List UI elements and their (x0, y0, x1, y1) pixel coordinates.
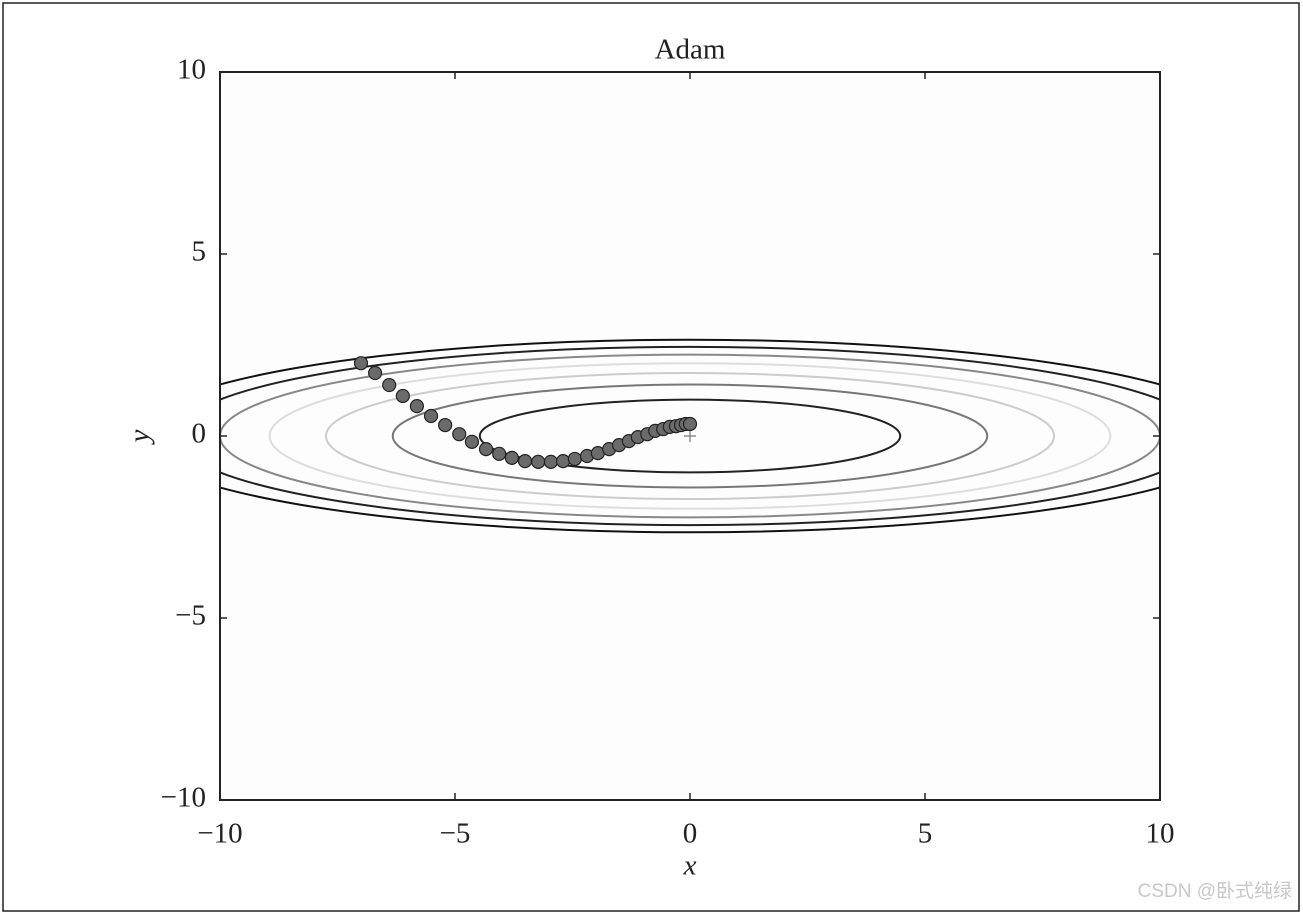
path-point (464, 434, 480, 449)
x-tick-label: −5 (440, 818, 471, 850)
chart-title: Adam (655, 34, 726, 66)
y-tick-label: −5 (175, 600, 206, 632)
contour-line (220, 338, 1160, 534)
y-axis-label: y (124, 429, 156, 445)
path-point (452, 427, 467, 442)
path-point (395, 388, 410, 404)
path-point (567, 451, 582, 467)
path-point (504, 450, 519, 465)
contours (220, 338, 1160, 534)
path-point (353, 356, 369, 371)
x-tick-label: 10 (1146, 818, 1175, 850)
contour-line (391, 383, 989, 489)
path-point (409, 399, 425, 414)
x-axis-label: x (683, 850, 697, 882)
path-point (423, 408, 439, 424)
watermark: CSDN @卧式纯绿 (1138, 880, 1292, 902)
contour-line (478, 398, 902, 474)
path-point (438, 417, 453, 433)
contour-line (220, 353, 1160, 519)
y-tick-label: 0 (192, 418, 207, 450)
path-point (368, 365, 383, 381)
path-point (555, 454, 571, 469)
path-point (531, 454, 546, 469)
contour-line (268, 362, 1112, 510)
contour-line (220, 345, 1160, 527)
path-point (478, 442, 494, 457)
path-point (382, 377, 397, 393)
contour-line (324, 371, 1056, 501)
path-point (682, 416, 698, 432)
x-tick-label: −10 (197, 818, 242, 850)
y-tick-label: 10 (177, 54, 206, 86)
target-marker (684, 430, 696, 442)
y-tick-label: −10 (161, 782, 206, 814)
path-point (517, 454, 533, 469)
path-point (543, 454, 558, 469)
x-tick-label: 0 (683, 818, 698, 850)
y-tick-label: 5 (192, 236, 207, 268)
x-tick-label: 5 (918, 818, 933, 850)
path-point (492, 446, 507, 461)
